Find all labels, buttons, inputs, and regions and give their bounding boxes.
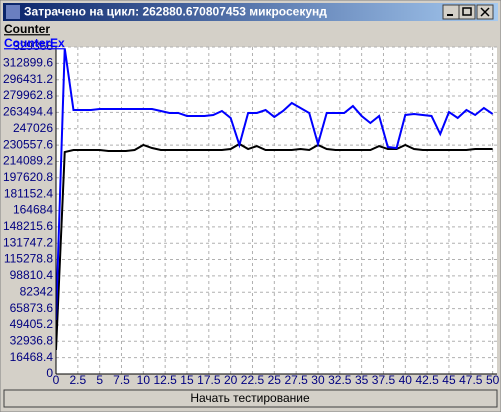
y-tick-label: 164684 (13, 203, 53, 217)
y-tick-label: 197620.8 (3, 170, 53, 184)
grid (55, 46, 497, 375)
y-tick-label: 329368 (13, 39, 53, 53)
series-line (56, 48, 494, 321)
y-tick-label: 49405.2 (10, 317, 54, 331)
y-tick-label: 131747.2 (3, 235, 53, 249)
y-tick-label: 230557.6 (3, 137, 53, 151)
caption-buttons[interactable] (442, 4, 494, 20)
close-icon (480, 7, 490, 17)
button-label[interactable]: Начать тестирование (190, 391, 310, 405)
y-tick-label: 82342 (20, 284, 54, 298)
title-bar (3, 3, 498, 21)
y-tick-label: 0 (46, 366, 53, 380)
minimize-button[interactable] (442, 4, 460, 20)
x-tick-label: 30 (311, 373, 325, 387)
y-tick-label: 279962.8 (3, 88, 53, 102)
y-tick-label: 181152.4 (4, 186, 53, 200)
x-tick-label: 0 (53, 373, 60, 387)
maximize-icon (462, 7, 472, 16)
y-tick-label: 98810.4 (10, 268, 54, 282)
x-tick-label: 50 (486, 373, 500, 387)
x-tick-label: 10 (137, 373, 151, 387)
y-tick-label: 263494.4 (3, 105, 53, 119)
y-tick-label: 148215.6 (3, 219, 53, 233)
x-tick-label: 5 (96, 373, 103, 387)
x-tick-label: 40 (399, 373, 413, 387)
y-tick-label: 32936.8 (10, 333, 54, 347)
x-tick-label: 27.5 (284, 373, 308, 387)
x-tick-label: 47.5 (459, 373, 483, 387)
legend-entry: Counter (4, 22, 50, 36)
tick-labels: 0 16468.4 32936.8 49405.2 65873.6 82342 98810.… (3, 39, 500, 387)
legend-entry: CounterEx (4, 36, 65, 50)
y-tick-label: 296431.2 (3, 72, 53, 86)
x-tick-label: 20 (224, 373, 238, 387)
lines (56, 48, 494, 351)
y-tick-label: 115278.8 (4, 252, 53, 266)
x-tick-label: 15 (180, 373, 194, 387)
x-tick-label: 42.5 (415, 373, 439, 387)
x-tick-label: 35 (355, 373, 369, 387)
app-icon (6, 5, 20, 19)
x-tick-label: 22.5 (241, 373, 265, 387)
window-title: Затрачено на цикл: 262880.670807453 микр… (24, 5, 327, 19)
start-button[interactable]: Начать тестирование (3, 389, 498, 408)
x-tick-label: 7.5 (113, 373, 130, 387)
x-tick-label: 32.5 (328, 373, 352, 387)
x-tick-label: 2.5 (69, 373, 86, 387)
maximize-button[interactable] (458, 4, 476, 20)
x-tick-label: 37.5 (372, 373, 396, 387)
y-tick-label: 247026 (13, 121, 53, 135)
y-tick-label: 312899.6 (3, 56, 53, 70)
x-tick-label: 12.5 (153, 373, 177, 387)
x-tick-label: 45 (442, 373, 456, 387)
x-tick-label: 17.5 (197, 373, 221, 387)
y-tick-label: 16468.4 (10, 350, 54, 364)
x-tick-label: 25 (268, 373, 282, 387)
y-tick-label: 65873.6 (10, 301, 54, 315)
button-frame[interactable] (3, 389, 498, 408)
y-tick-label: 214089.2 (3, 154, 53, 168)
series-line (56, 142, 493, 351)
